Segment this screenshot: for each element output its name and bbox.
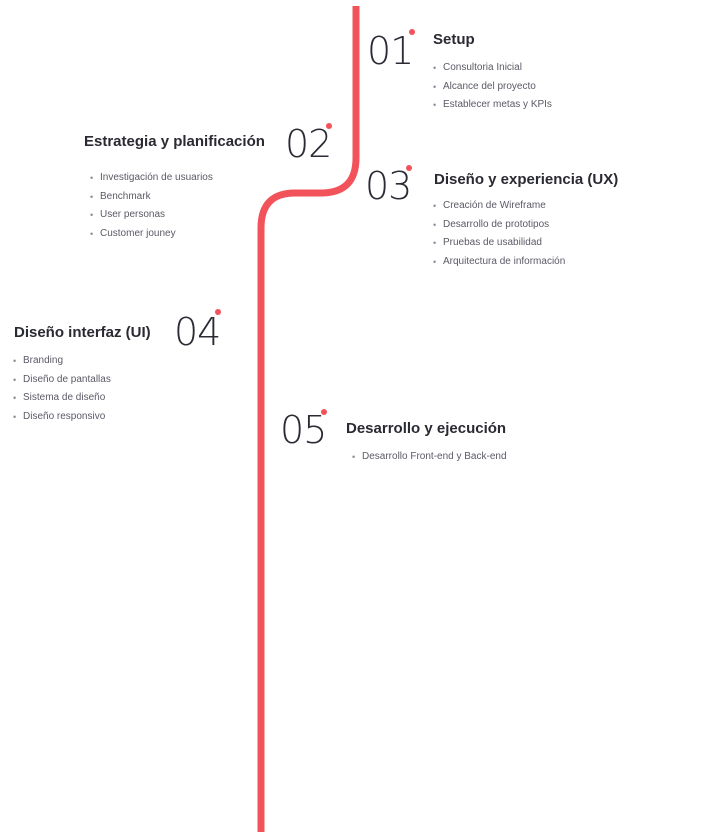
accent-dot	[406, 165, 412, 171]
step-title: Estrategia y planificación	[84, 133, 265, 150]
list-item: Benchmark	[90, 188, 213, 207]
list-item: Arquitectura de información	[433, 253, 565, 272]
step-items: Desarrollo Front-end y Back-end	[352, 448, 507, 467]
list-item: Investigación de usuarios	[90, 169, 213, 188]
accent-dot	[409, 29, 415, 35]
step-items: Consultoria Inicial Alcance del proyecto…	[433, 59, 552, 115]
list-item: Pruebas de usabilidad	[433, 234, 565, 253]
step-title: Diseño y experiencia (UX)	[434, 171, 619, 188]
list-item: Establecer metas y KPIs	[433, 96, 552, 115]
step-number: 04	[174, 310, 221, 354]
step-number: 02	[285, 122, 332, 166]
step-title: Diseño interfaz (UI)	[14, 324, 151, 341]
list-item: Diseño de pantallas	[13, 371, 111, 390]
list-item: Desarrollo de prototipos	[433, 216, 565, 235]
list-item: Desarrollo Front-end y Back-end	[352, 448, 507, 467]
step-items: Creación de Wireframe Desarrollo de prot…	[433, 197, 565, 271]
step-title: Desarrollo y ejecución	[346, 420, 507, 437]
step-title: Setup	[433, 31, 475, 48]
step-number: 01	[367, 29, 414, 73]
list-item: Consultoria Inicial	[433, 59, 552, 78]
step-number: 03	[365, 164, 412, 208]
list-item: User personas	[90, 206, 213, 225]
list-item: Customer jouney	[90, 225, 213, 244]
step-items: Branding Diseño de pantallas Sistema de …	[13, 352, 111, 426]
list-item: Sistema de diseño	[13, 389, 111, 408]
list-item: Diseño responsivo	[13, 408, 111, 427]
list-item: Creación de Wireframe	[433, 197, 565, 216]
timeline-path	[257, 6, 360, 832]
step-number: 05	[280, 408, 327, 452]
accent-dot	[321, 409, 327, 415]
list-item: Branding	[13, 352, 111, 371]
accent-dot	[215, 309, 221, 315]
accent-dot	[326, 123, 332, 129]
step-items: Investigación de usuarios Benchmark User…	[90, 169, 213, 243]
list-item: Alcance del proyecto	[433, 78, 552, 97]
